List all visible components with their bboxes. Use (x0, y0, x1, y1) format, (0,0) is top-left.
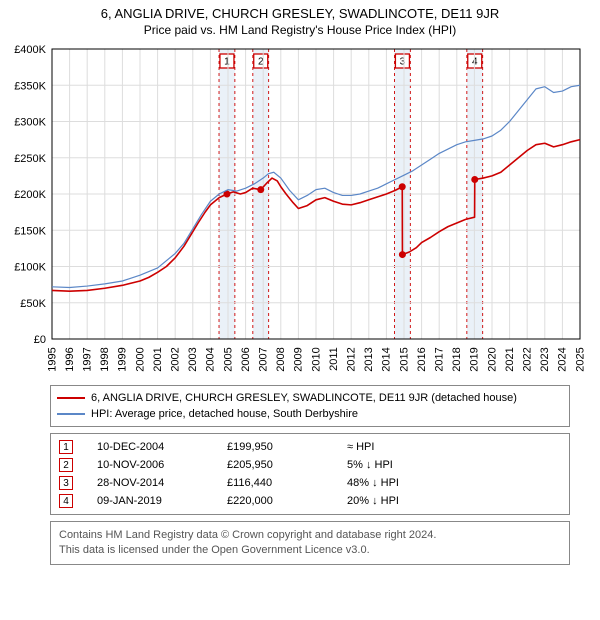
sale-marker: 3 (59, 476, 73, 490)
svg-text:4: 4 (472, 57, 478, 68)
svg-text:2007: 2007 (258, 347, 270, 371)
svg-text:2018: 2018 (451, 347, 463, 371)
legend-label: HPI: Average price, detached house, Sout… (91, 406, 358, 422)
chart-titles: 6, ANGLIA DRIVE, CHURCH GRESLEY, SWADLIN… (0, 0, 600, 39)
sale-date: 10-DEC-2004 (97, 441, 227, 453)
license-note: Contains HM Land Registry data © Crown c… (50, 521, 570, 565)
sale-date: 28-NOV-2014 (97, 477, 227, 489)
svg-text:2010: 2010 (310, 347, 322, 371)
sale-vs-hpi: 5% ↓ HPI (347, 459, 467, 471)
legend-swatch (57, 413, 85, 415)
sale-price: £205,950 (227, 459, 347, 471)
sale-marker: 2 (59, 458, 73, 472)
svg-text:2014: 2014 (381, 347, 393, 371)
svg-text:2025: 2025 (574, 347, 586, 371)
line-chart-svg: 1234£0£50K£100K£150K£200K£250K£300K£350K… (0, 39, 600, 379)
svg-text:2009: 2009 (293, 347, 305, 371)
license-line: This data is licensed under the Open Gov… (59, 543, 561, 558)
svg-text:1999: 1999 (117, 347, 129, 371)
sale-marker: 4 (59, 494, 73, 508)
svg-text:£100K: £100K (14, 262, 46, 274)
svg-text:£50K: £50K (20, 298, 46, 310)
svg-text:2013: 2013 (363, 347, 375, 371)
legend-item: HPI: Average price, detached house, Sout… (57, 406, 563, 422)
svg-text:2006: 2006 (240, 347, 252, 371)
svg-text:2023: 2023 (539, 347, 551, 371)
svg-text:2021: 2021 (504, 347, 516, 371)
svg-text:2016: 2016 (416, 347, 428, 371)
svg-text:£150K: £150K (14, 225, 46, 237)
sale-vs-hpi: ≈ HPI (347, 441, 467, 453)
svg-text:2015: 2015 (398, 347, 410, 371)
svg-text:2022: 2022 (522, 347, 534, 371)
legend-swatch (57, 397, 85, 399)
svg-text:2020: 2020 (486, 347, 498, 371)
sales-table: 1 10-DEC-2004£199,950≈ HPI 2 10-NOV-2006£20… (50, 433, 570, 515)
svg-text:£200K: £200K (14, 189, 46, 201)
svg-text:1998: 1998 (99, 347, 111, 371)
sale-vs-hpi: 48% ↓ HPI (347, 477, 467, 489)
table-row: 1 10-DEC-2004£199,950≈ HPI (51, 438, 569, 456)
sale-date: 10-NOV-2006 (97, 459, 227, 471)
svg-text:£0: £0 (34, 334, 46, 346)
chart-area: 1234£0£50K£100K£150K£200K£250K£300K£350K… (0, 39, 600, 379)
sale-vs-hpi: 20% ↓ HPI (347, 495, 467, 507)
svg-text:2002: 2002 (169, 347, 181, 371)
svg-text:£350K: £350K (14, 80, 46, 92)
svg-text:3: 3 (400, 57, 406, 68)
svg-text:1: 1 (224, 57, 230, 68)
svg-text:£300K: £300K (14, 117, 46, 129)
sale-date: 09-JAN-2019 (97, 495, 227, 507)
svg-text:2008: 2008 (275, 347, 287, 371)
table-row: 3 28-NOV-2014£116,44048% ↓ HPI (51, 474, 569, 492)
svg-text:2005: 2005 (222, 347, 234, 371)
svg-text:1996: 1996 (64, 347, 76, 371)
table-row: 4 09-JAN-2019£220,00020% ↓ HPI (51, 492, 569, 510)
table-row: 2 10-NOV-2006£205,9505% ↓ HPI (51, 456, 569, 474)
license-line: Contains HM Land Registry data © Crown c… (59, 528, 561, 543)
chart-title-subtitle: Price paid vs. HM Land Registry's House … (0, 23, 600, 37)
legend-item: 6, ANGLIA DRIVE, CHURCH GRESLEY, SWADLIN… (57, 390, 563, 406)
legend-label: 6, ANGLIA DRIVE, CHURCH GRESLEY, SWADLIN… (91, 390, 517, 406)
sale-price: £199,950 (227, 441, 347, 453)
svg-text:2011: 2011 (328, 347, 340, 371)
sale-price: £116,440 (227, 477, 347, 489)
svg-text:2019: 2019 (469, 347, 481, 371)
chart-title-address: 6, ANGLIA DRIVE, CHURCH GRESLEY, SWADLIN… (0, 6, 600, 21)
svg-text:2024: 2024 (557, 347, 569, 371)
svg-text:2003: 2003 (187, 347, 199, 371)
legend: 6, ANGLIA DRIVE, CHURCH GRESLEY, SWADLIN… (50, 385, 570, 427)
svg-text:£250K: £250K (14, 153, 46, 165)
sale-price: £220,000 (227, 495, 347, 507)
svg-text:2012: 2012 (346, 347, 358, 371)
sale-marker: 1 (59, 440, 73, 454)
svg-text:2004: 2004 (205, 347, 217, 371)
svg-text:1997: 1997 (81, 347, 93, 371)
svg-text:2000: 2000 (134, 347, 146, 371)
svg-text:1995: 1995 (46, 347, 58, 371)
svg-text:2017: 2017 (434, 347, 446, 371)
svg-text:2001: 2001 (152, 347, 164, 371)
svg-text:£400K: £400K (14, 44, 46, 56)
